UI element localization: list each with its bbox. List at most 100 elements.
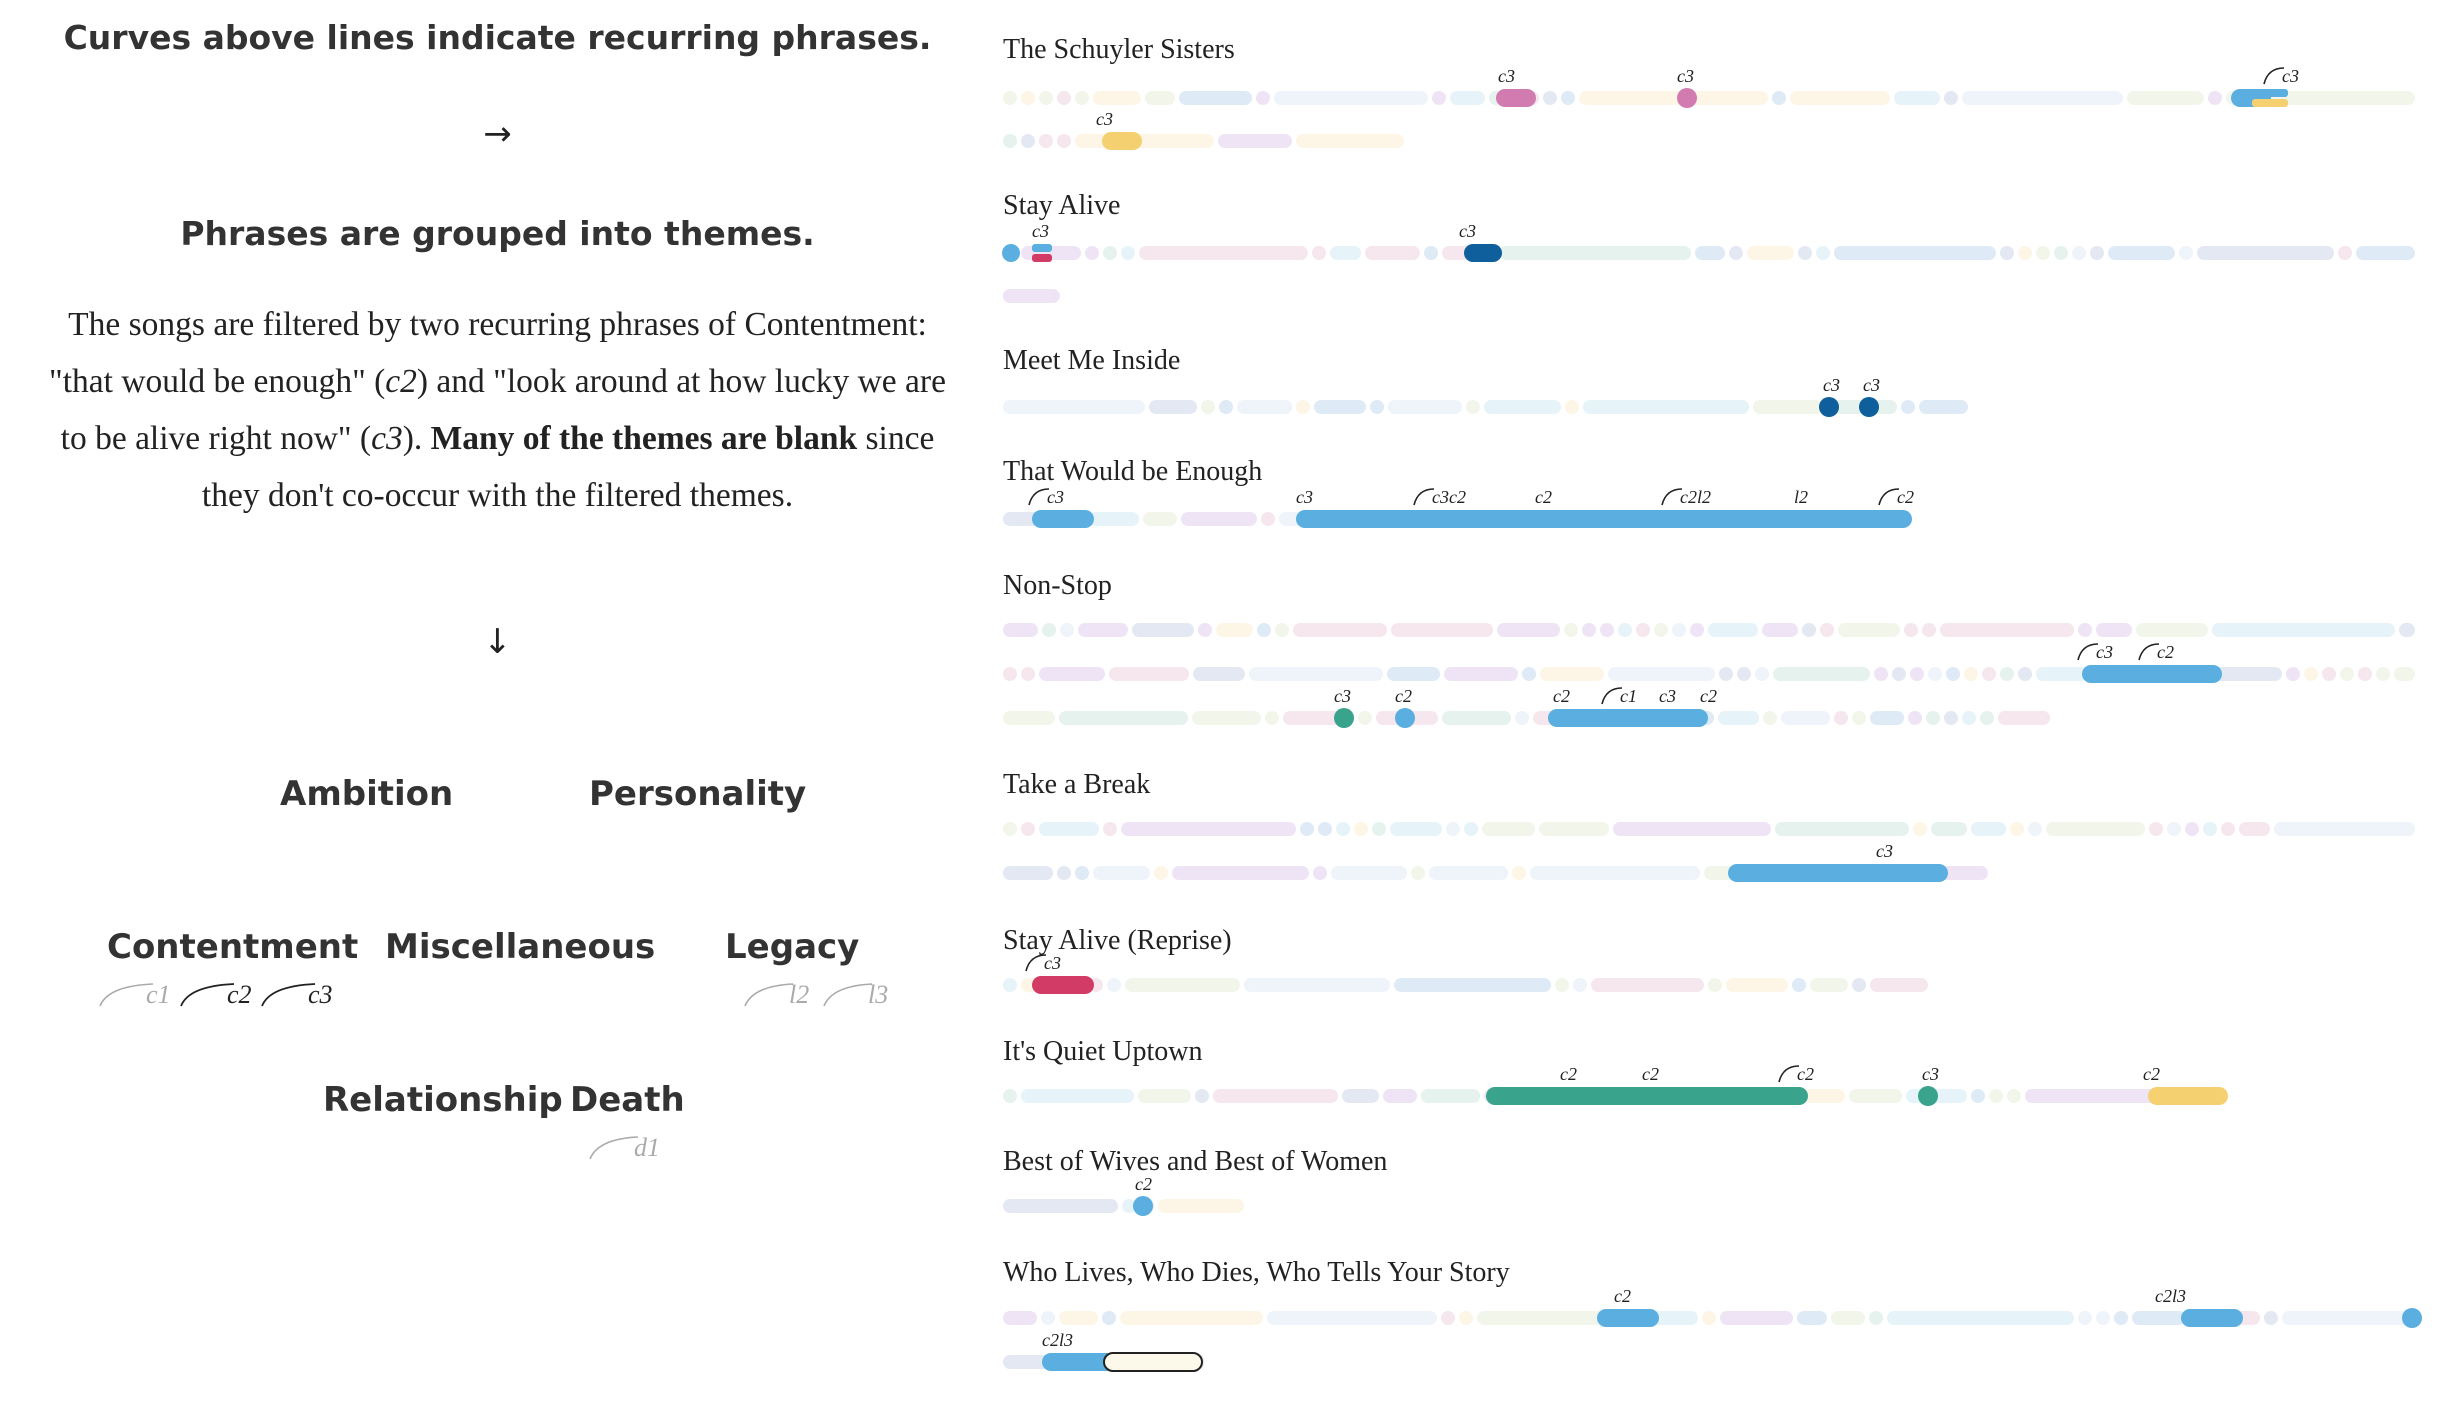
line-segment <box>1737 667 1751 681</box>
line-segment <box>1192 711 1261 725</box>
phrase-tag: c2 <box>1642 1064 1659 1084</box>
arrow-down-icon: ↓ <box>483 622 512 662</box>
intro-bold: Many of the themes are blank <box>430 420 858 457</box>
line-segment <box>1093 866 1150 880</box>
line-segment <box>1003 400 1145 414</box>
line-segment <box>2114 1311 2128 1325</box>
line-segment <box>1102 1311 1116 1325</box>
line-segment <box>1330 246 1361 260</box>
line-segment <box>1762 623 1798 637</box>
line-segment <box>2028 822 2042 836</box>
line-segment <box>1499 246 1691 260</box>
line-segment <box>2338 246 2352 260</box>
line-segment <box>1218 134 1292 148</box>
line-segment <box>1387 667 1440 681</box>
line-segment <box>1198 623 1212 637</box>
line-segment <box>1041 1311 1055 1325</box>
line-segment <box>1444 667 1518 681</box>
line-segment <box>1085 246 1099 260</box>
arrow-right-icon: → <box>483 114 512 154</box>
line-segment <box>1179 91 1252 105</box>
line-segment <box>2036 667 2088 681</box>
line-segment <box>1781 711 1830 725</box>
phrase-highlight <box>1496 89 1536 107</box>
line-segment <box>1591 978 1704 992</box>
line-segment <box>1216 623 1253 637</box>
theme-contentment[interactable]: Contentment <box>107 927 359 967</box>
line-segment <box>1391 623 1493 637</box>
phrase-highlight <box>2148 1087 2228 1105</box>
phrase-highlight <box>2181 1309 2243 1327</box>
line-segment <box>2010 822 2024 836</box>
line-segment <box>1331 866 1407 880</box>
line-segment <box>1296 134 1404 148</box>
line-segment <box>1904 623 1918 637</box>
theme-relationship[interactable]: Relationship <box>323 1080 563 1120</box>
line-segment <box>1928 667 1942 681</box>
line-segment <box>1459 1311 1473 1325</box>
phrase-tag: c3 <box>2282 66 2299 86</box>
line-segment <box>2090 246 2104 260</box>
line-segment <box>2376 667 2390 681</box>
line-segment <box>1980 711 1994 725</box>
theme-legacy[interactable]: Legacy <box>725 927 860 967</box>
line-segment <box>1583 400 1749 414</box>
line-segment <box>2000 667 2014 681</box>
line-segment <box>1265 711 1279 725</box>
line-segment <box>1093 91 1141 105</box>
line-segment <box>1870 978 1928 992</box>
line-segment <box>2046 822 2145 836</box>
line-segment <box>1726 978 1788 992</box>
line-segment <box>1894 91 1940 105</box>
line-segment <box>1466 400 1480 414</box>
line-segment <box>2264 1311 2278 1325</box>
line-segment <box>1446 822 1460 836</box>
phrase-highlight <box>1042 1353 1122 1371</box>
phrase-d1-label: d1 <box>634 1133 660 1162</box>
line-segment <box>1540 667 1604 681</box>
phrase-tag: l2 <box>1794 487 1808 507</box>
line-segment <box>1964 667 1978 681</box>
line-segment <box>1718 711 1759 725</box>
line-segment <box>1816 246 1830 260</box>
line-segment <box>2149 822 2163 836</box>
line-segment <box>1695 246 1725 260</box>
theme-death[interactable]: Death <box>570 1080 685 1120</box>
line-segment <box>1926 711 1940 725</box>
line-segment <box>2356 246 2415 260</box>
line-segment <box>1989 1089 2003 1103</box>
line-segment <box>2197 246 2334 260</box>
line-segment <box>1798 246 1812 260</box>
phrase-highlight <box>1032 976 1094 994</box>
line-segment <box>1181 512 1257 526</box>
line-segment <box>1021 134 1035 148</box>
line-segment <box>1149 400 1197 414</box>
line-segment <box>2136 623 2208 637</box>
line-segment <box>1672 623 1686 637</box>
line-segment <box>1690 623 1704 637</box>
line-segment <box>1946 667 1960 681</box>
phrase-highlight <box>1032 244 1052 252</box>
line-segment <box>1901 400 1915 414</box>
phrase-curve-icon <box>2138 643 2160 661</box>
line-segment <box>1249 667 1383 681</box>
line-segment <box>1565 400 1579 414</box>
line-segment <box>1870 711 1904 725</box>
phrase-c1-label: c1 <box>146 980 171 1009</box>
line-segment <box>1810 978 1848 992</box>
phrase-highlight <box>1859 397 1879 417</box>
line-segment <box>2132 1311 2186 1325</box>
phrase-tag: c3 <box>1498 66 1515 86</box>
line-segment <box>1139 246 1308 260</box>
line-segment <box>1158 1199 1244 1213</box>
phrase-highlight <box>2252 99 2288 107</box>
intro-text-2: ) and "look around at how lucky we are t… <box>60 363 946 457</box>
theme-personality[interactable]: Personality <box>589 774 807 814</box>
line-segment <box>1555 978 1569 992</box>
line-segment <box>1887 1311 2074 1325</box>
theme-ambition[interactable]: Ambition <box>280 774 454 814</box>
song-title: Take a Break <box>1003 769 1150 800</box>
theme-miscellaneous[interactable]: Miscellaneous <box>385 927 656 967</box>
intro-text-3: ). <box>402 420 431 457</box>
line-segment <box>1145 91 1175 105</box>
